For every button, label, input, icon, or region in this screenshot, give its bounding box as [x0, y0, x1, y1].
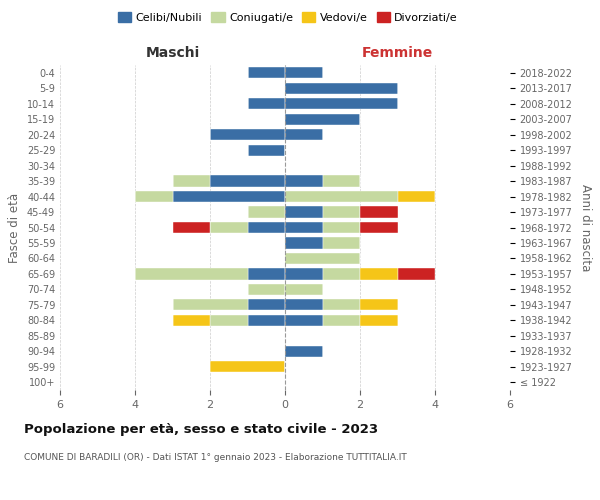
Bar — [323, 315, 360, 326]
Bar — [285, 315, 323, 326]
Bar — [323, 176, 360, 186]
Bar — [360, 268, 398, 280]
Bar — [285, 129, 323, 140]
Text: COMUNE DI BARADILI (OR) - Dati ISTAT 1° gennaio 2023 - Elaborazione TUTTITALIA.I: COMUNE DI BARADILI (OR) - Dati ISTAT 1° … — [24, 452, 407, 462]
Bar — [210, 129, 285, 140]
Bar — [360, 222, 398, 233]
Bar — [173, 191, 285, 202]
Bar — [248, 67, 285, 78]
Bar — [248, 222, 285, 233]
Bar — [323, 222, 360, 233]
Bar — [248, 144, 285, 156]
Bar — [210, 176, 285, 186]
Bar — [285, 253, 360, 264]
Bar — [248, 315, 285, 326]
Bar — [398, 268, 435, 280]
Bar — [173, 315, 210, 326]
Y-axis label: Fasce di età: Fasce di età — [8, 192, 21, 262]
Bar — [248, 300, 285, 310]
Bar — [248, 284, 285, 295]
Bar — [248, 98, 285, 110]
Text: Maschi: Maschi — [145, 46, 200, 60]
Text: Popolazione per età, sesso e stato civile - 2023: Popolazione per età, sesso e stato civil… — [24, 422, 378, 436]
Bar — [210, 222, 248, 233]
Bar — [323, 238, 360, 248]
Bar — [173, 222, 210, 233]
Bar — [360, 300, 398, 310]
Bar — [285, 238, 323, 248]
Bar — [360, 315, 398, 326]
Text: Femmine: Femmine — [362, 46, 433, 60]
Y-axis label: Anni di nascita: Anni di nascita — [579, 184, 592, 271]
Bar — [173, 300, 248, 310]
Bar — [285, 98, 398, 110]
Legend: Celibi/Nubili, Coniugati/e, Vedovi/e, Divorziati/e: Celibi/Nubili, Coniugati/e, Vedovi/e, Di… — [113, 8, 463, 28]
Bar — [210, 361, 285, 372]
Bar — [248, 268, 285, 280]
Bar — [285, 82, 398, 94]
Bar — [360, 206, 398, 218]
Bar — [285, 191, 398, 202]
Bar — [398, 191, 435, 202]
Bar — [285, 176, 323, 186]
Bar — [285, 222, 323, 233]
Bar — [285, 114, 360, 124]
Bar — [323, 268, 360, 280]
Bar — [173, 176, 210, 186]
Bar — [323, 300, 360, 310]
Bar — [285, 300, 323, 310]
Bar — [285, 284, 323, 295]
Bar — [210, 315, 248, 326]
Bar — [135, 268, 248, 280]
Bar — [248, 206, 285, 218]
Bar — [285, 268, 323, 280]
Bar — [285, 67, 323, 78]
Bar — [285, 206, 323, 218]
Bar — [135, 191, 173, 202]
Bar — [323, 206, 360, 218]
Bar — [285, 346, 323, 357]
